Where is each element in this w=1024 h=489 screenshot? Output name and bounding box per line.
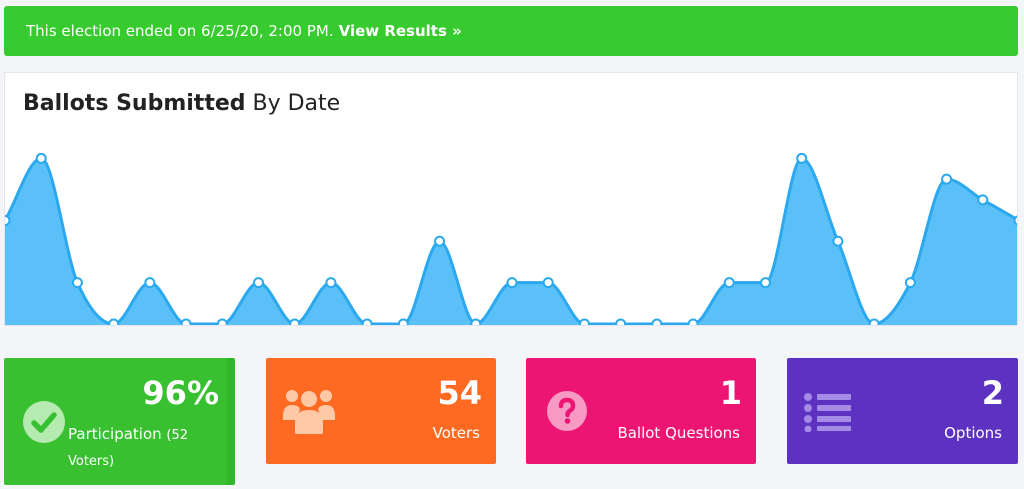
chart-data-point[interactable] (651, 318, 663, 327)
chart-data-point[interactable] (108, 318, 120, 327)
chart-data-point[interactable] (1013, 215, 1019, 226)
chart-data-point[interactable] (941, 173, 953, 185)
chart-data-point[interactable] (325, 277, 337, 289)
chart-data-point[interactable] (361, 318, 373, 327)
chart-data-point[interactable] (868, 318, 880, 327)
chart-title: Ballots Submitted By Date (23, 91, 340, 116)
chart-data-point[interactable] (904, 277, 916, 289)
chart-data-point[interactable] (71, 277, 83, 289)
chart-data-point[interactable] (542, 277, 554, 289)
chart-data-point[interactable] (977, 194, 989, 206)
voters-label: Voters (432, 424, 480, 442)
ballot-questions-value: 1 (719, 374, 742, 412)
participation-card: 96% Participation (52 Voters) (4, 358, 235, 485)
chart-data-point[interactable] (289, 318, 301, 327)
participation-voters-count: (52 Voters) (68, 428, 189, 469)
question-circle-icon (547, 391, 587, 431)
chart-data-point[interactable] (760, 277, 771, 289)
options-card: 2 Options (787, 358, 1018, 464)
chart-data-point[interactable] (796, 152, 808, 164)
chart-data-point[interactable] (35, 152, 47, 164)
election-ended-alert: This election ended on 6/25/20, 2:00 PM.… (4, 6, 1018, 56)
alert-message: This election ended on 6/25/20, 2:00 PM. (26, 22, 334, 40)
view-results-link[interactable]: View Results » (338, 22, 462, 40)
options-label: Options (944, 424, 1002, 442)
chart-data-point[interactable] (144, 277, 156, 289)
ballots-chart-card: Ballots Submitted By Date (4, 72, 1018, 326)
ballots-area-chart (5, 152, 1019, 327)
chart-area-fill (5, 158, 1017, 325)
ballot-questions-label: Ballot Questions (617, 424, 740, 442)
chart-data-point[interactable] (397, 318, 409, 327)
participation-label: Participation (52 Voters) (68, 422, 208, 474)
users-icon (283, 390, 335, 434)
chart-title-rest: By Date (252, 91, 341, 116)
chart-data-point[interactable] (506, 277, 518, 289)
chart-data-point[interactable] (832, 235, 844, 247)
chart-data-point[interactable] (578, 318, 590, 327)
check-circle-icon (23, 401, 65, 443)
chart-data-point[interactable] (434, 235, 446, 247)
chart-title-bold: Ballots Submitted (23, 91, 246, 116)
chart-data-point[interactable] (687, 318, 699, 327)
ballot-questions-card: 1 Ballot Questions (526, 358, 756, 464)
chart-data-point[interactable] (5, 215, 11, 227)
chart-data-point[interactable] (723, 277, 735, 289)
voters-card: 54 Voters (266, 358, 496, 464)
chart-data-point[interactable] (615, 318, 627, 327)
chart-data-point[interactable] (216, 318, 228, 327)
participation-value: 96% (142, 374, 219, 412)
voters-value: 54 (437, 374, 482, 412)
chart-data-point[interactable] (180, 318, 192, 327)
participation-label-text: Participation (68, 425, 162, 443)
options-value: 2 (981, 374, 1004, 412)
list-icon (804, 393, 851, 432)
chart-data-point[interactable] (470, 318, 482, 327)
chart-data-point[interactable] (253, 277, 264, 289)
